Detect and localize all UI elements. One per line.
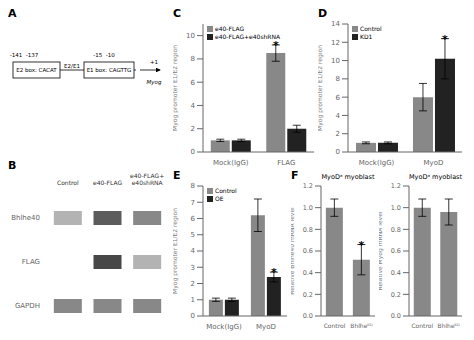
html-text:D: D [318,7,328,20]
svg-text:E2 box: CACAT: E2 box: CACAT [16,67,57,73]
svg-text:-15 -10: -15 -10 [93,52,115,58]
svg-text:1: 1 [191,296,195,304]
svg-text:e40-FLAG: e40-FLAG [93,179,122,186]
svg-text:4: 4 [191,247,196,255]
svg-text:GAPDH: GAPDH [15,302,40,310]
svg-text:Myog: Myog [147,79,162,86]
svg-text:10: 10 [331,57,340,65]
svg-text:7: 7 [191,199,195,207]
svg-text:Mock(IgG): Mock(IgG) [359,159,395,167]
svg-text:8: 8 [191,55,195,63]
svg-text:Relative Bhlhe40 mRNA level: Relative Bhlhe40 mRNA level [291,207,295,295]
svg-text:2: 2 [336,130,340,138]
svg-text:2: 2 [191,280,195,288]
html-text:E: E [173,169,181,182]
svg-text:*: * [271,266,277,279]
svg-text:MyoD: MyoD [256,323,276,331]
svg-text:1.0: 1.0 [303,204,313,212]
svg-text:FLAG: FLAG [22,258,40,266]
svg-text:Bhlheᴷᴰ: Bhlheᴷᴰ [350,322,373,329]
svg-text:4: 4 [336,112,341,120]
svg-text:0.2: 0.2 [303,291,313,299]
html-text:Control: Control [360,25,382,32]
svg-text:10: 10 [186,32,195,40]
svg-text:0.2: 0.2 [391,291,401,299]
svg-text:6: 6 [191,79,196,87]
svg-text:0.6: 0.6 [303,247,313,255]
svg-text:0.4: 0.4 [391,269,401,277]
html-text:MyoDᵃ myoblast: MyoDᵃ myoblast [321,173,375,181]
svg-text:Mock(IgG): Mock(IgG) [213,159,249,167]
svg-text:0.6: 0.6 [391,247,401,255]
svg-text:4: 4 [191,102,196,110]
svg-text:5: 5 [191,231,195,239]
svg-text:Control: Control [57,179,79,186]
svg-text:0: 0 [191,312,195,320]
html-text:MyoDᵃ myoblast: MyoDᵃ myoblast [409,173,463,181]
svg-text:Bhlheᴷᴰ: Bhlheᴷᴰ [438,322,461,329]
svg-text:+1: +1 [150,59,158,65]
svg-text:Myog promoter E1/E2 region: Myog promoter E1/E2 region [173,208,179,294]
svg-text:Myog promoter E1/E2 region: Myog promoter E1/E2 region [318,45,324,131]
svg-text:Control: Control [324,322,346,329]
svg-text:0.8: 0.8 [303,226,313,234]
svg-text:6: 6 [191,215,196,223]
svg-text:0: 0 [336,148,340,156]
html-text:OE: OE [215,195,224,202]
svg-text:Bhlhe40: Bhlhe40 [11,214,40,222]
html-text:F: F [291,169,299,182]
svg-text:*: * [273,39,279,52]
svg-text:E1 box: CAGTTG: E1 box: CAGTTG [87,67,132,73]
svg-text:1.2: 1.2 [303,182,313,190]
svg-text:14: 14 [331,20,340,28]
svg-text:8: 8 [336,75,340,83]
html-text:C: C [173,7,182,20]
svg-text:1.2: 1.2 [391,182,401,190]
svg-text:12: 12 [331,39,340,47]
svg-text:1.0: 1.0 [391,204,401,212]
html-text:B: B [8,159,17,172]
svg-text:-141 -137: -141 -137 [10,52,39,58]
svg-text:FLAG: FLAG [277,159,295,167]
html-text:Control: Control [215,187,237,194]
svg-text:0.0: 0.0 [303,312,313,320]
svg-text:Myog promoter E1/E2 region: Myog promoter E1/E2 region [173,45,179,131]
svg-text:*: * [358,239,364,252]
svg-text:0: 0 [191,148,195,156]
svg-text:0.4: 0.4 [303,269,313,277]
svg-text:0.0: 0.0 [391,312,401,320]
svg-text:Control: Control [411,322,433,329]
svg-text:6: 6 [336,94,341,102]
svg-text:*: * [442,33,448,46]
svg-text:E2/E1: E2/E1 [64,63,80,69]
svg-text:0.8: 0.8 [391,226,401,234]
html-text:KD1: KD1 [360,33,373,40]
svg-text:8: 8 [191,182,195,190]
svg-text:Mock(IgG): Mock(IgG) [206,323,242,331]
html-text:e40-FLAG+e40shRNA: e40-FLAG+e40shRNA [215,33,281,40]
svg-text:3: 3 [191,264,195,272]
svg-text:2: 2 [191,125,195,133]
svg-text:e40-FLAG+e40shRNA: e40-FLAG+e40shRNA [130,172,164,186]
html-text:e40-FLAG: e40-FLAG [215,25,245,32]
html-text:A: A [8,7,17,20]
svg-text:Relative Myog mRNA level: Relative Myog mRNA level [379,211,384,290]
svg-text:MyoD: MyoD [424,159,444,167]
